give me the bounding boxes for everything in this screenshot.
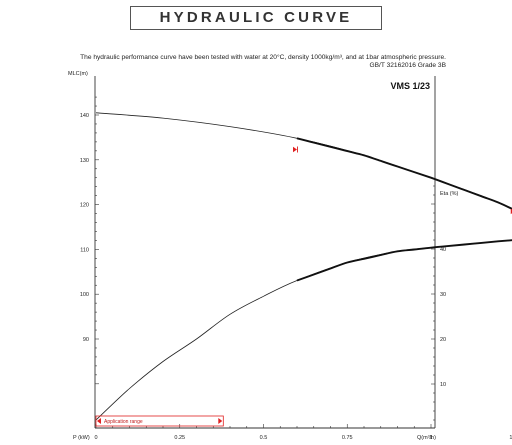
x-tick-label: 1: [429, 435, 432, 441]
power-axis-label: P (kW): [73, 435, 90, 441]
y2-axis-label: Eta (%): [440, 191, 459, 197]
x-tick-label: 1.25: [509, 435, 512, 441]
x-tick-label: 0: [94, 435, 97, 441]
application-range-label: Application range: [104, 419, 143, 425]
application-range: Application range: [95, 415, 224, 427]
right-tick-label: 10: [440, 382, 446, 388]
header-frame: [130, 6, 382, 30]
head-curve: [95, 112, 512, 209]
x-tick-label: 0.5: [260, 435, 268, 441]
chart-title: VMS 1/23: [390, 81, 430, 91]
head-curve-operating-range: [296, 137, 512, 210]
efficiency-axis: 10 20 30 40: [431, 185, 446, 421]
right-tick-label: 20: [440, 337, 446, 343]
test-conditions-note: The hydraulic performance curve have bee…: [80, 54, 446, 61]
application-range-box: [95, 415, 224, 427]
range-start-arrow: [97, 418, 101, 424]
standard-note: GB/T 32162016 Grade 3B: [369, 62, 447, 69]
left-tick-label: 120: [80, 203, 89, 209]
y-axis-label: MLC(m): [68, 71, 88, 77]
left-tick-label: 100: [80, 292, 89, 298]
left-tick-label: 90: [83, 337, 89, 343]
left-tick-label: 140: [80, 113, 89, 119]
duty-marker-arrow: [293, 146, 297, 153]
page-title: HYDRAULIC CURVE: [159, 9, 353, 26]
right-tick-label: 40: [440, 247, 446, 253]
x-tick-label: 0.25: [174, 435, 185, 441]
right-tick-label: 30: [440, 292, 446, 298]
efficiency-curve: [95, 239, 512, 421]
curves: [95, 112, 512, 421]
x-tick-label: 0.75: [342, 435, 353, 441]
left-tick-label: 130: [80, 158, 89, 164]
plot-frame: [94, 76, 436, 429]
range-end-arrow: [218, 418, 223, 424]
efficiency-curve-operating-range: [296, 239, 512, 282]
head-axis: 90 100 110 120 130 140: [80, 96, 99, 385]
left-tick-label: 110: [80, 247, 89, 253]
duty-markers: [293, 146, 512, 215]
x-axis-label: Q(m³/h): [417, 435, 436, 441]
